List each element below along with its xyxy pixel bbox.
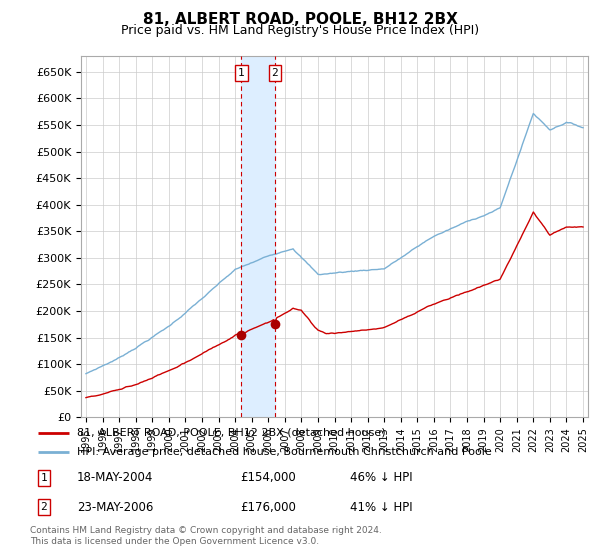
Text: 1: 1 (40, 473, 47, 483)
Text: £176,000: £176,000 (240, 501, 296, 514)
Text: 81, ALBERT ROAD, POOLE, BH12 2BX: 81, ALBERT ROAD, POOLE, BH12 2BX (143, 12, 457, 27)
Text: 81, ALBERT ROAD, POOLE, BH12 2BX (detached house): 81, ALBERT ROAD, POOLE, BH12 2BX (detach… (77, 428, 386, 438)
Text: 23-MAY-2006: 23-MAY-2006 (77, 501, 153, 514)
Text: 46% ↓ HPI: 46% ↓ HPI (350, 471, 413, 484)
Text: £154,000: £154,000 (240, 471, 296, 484)
Text: Contains HM Land Registry data © Crown copyright and database right 2024.
This d: Contains HM Land Registry data © Crown c… (30, 526, 382, 546)
Text: 18-MAY-2004: 18-MAY-2004 (77, 471, 153, 484)
Text: 41% ↓ HPI: 41% ↓ HPI (350, 501, 413, 514)
Text: Price paid vs. HM Land Registry's House Price Index (HPI): Price paid vs. HM Land Registry's House … (121, 24, 479, 36)
Text: 2: 2 (271, 68, 278, 78)
Bar (241, 56, 275, 417)
Text: 2: 2 (40, 502, 47, 512)
Text: HPI: Average price, detached house, Bournemouth Christchurch and Poole: HPI: Average price, detached house, Bour… (77, 447, 491, 457)
Text: 1: 1 (238, 68, 245, 78)
